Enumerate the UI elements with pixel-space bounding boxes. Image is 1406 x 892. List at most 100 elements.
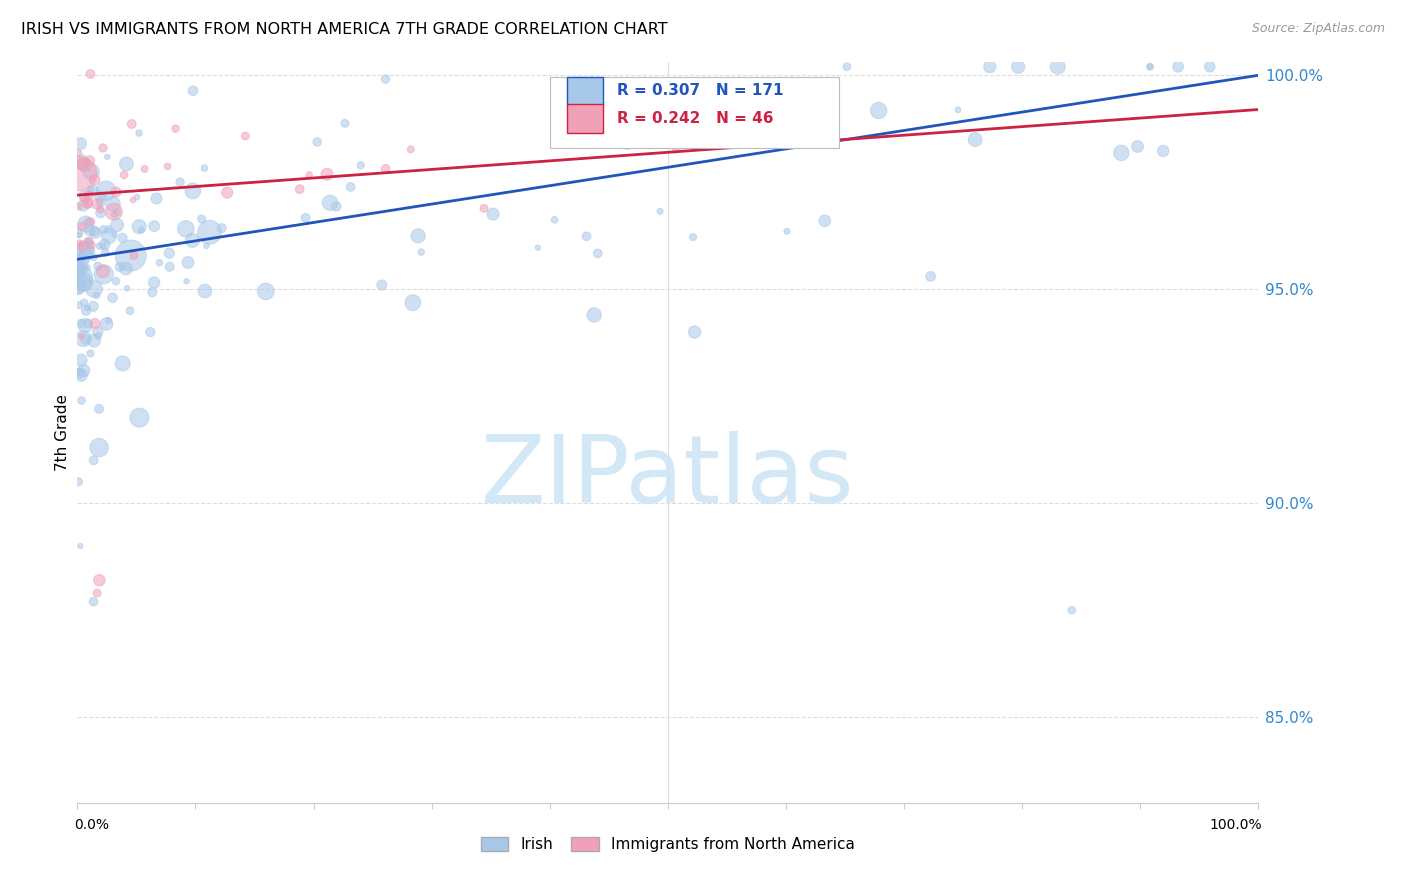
Point bbox=[67, 365, 90, 379]
Point bbox=[73, 295, 96, 310]
Point bbox=[94, 184, 117, 198]
Point bbox=[70, 155, 93, 169]
Point bbox=[122, 248, 145, 262]
Point bbox=[79, 153, 101, 168]
Point bbox=[73, 269, 96, 284]
Point bbox=[75, 318, 97, 333]
Point bbox=[553, 94, 575, 108]
Point bbox=[94, 245, 117, 260]
Point bbox=[1167, 60, 1189, 74]
Point bbox=[156, 160, 179, 174]
Point bbox=[159, 260, 181, 274]
Point bbox=[82, 184, 104, 198]
Point bbox=[77, 234, 100, 248]
Point bbox=[177, 255, 200, 269]
Point bbox=[650, 204, 672, 219]
Text: R = 0.307   N = 171: R = 0.307 N = 171 bbox=[617, 83, 783, 98]
Point bbox=[98, 229, 121, 244]
Point bbox=[77, 216, 100, 230]
Point bbox=[83, 173, 105, 187]
Point bbox=[91, 264, 114, 278]
Point bbox=[72, 243, 94, 257]
Point bbox=[83, 282, 105, 296]
Point bbox=[1111, 145, 1133, 160]
Point bbox=[87, 329, 110, 343]
Point bbox=[690, 106, 713, 120]
Point bbox=[67, 199, 90, 213]
Point bbox=[80, 165, 103, 179]
Point bbox=[333, 116, 356, 130]
Point bbox=[610, 122, 633, 136]
Point bbox=[131, 223, 153, 237]
Point bbox=[145, 192, 167, 206]
Point bbox=[73, 191, 96, 205]
Point bbox=[1060, 603, 1083, 617]
Point bbox=[83, 250, 105, 264]
Point bbox=[86, 586, 108, 600]
Point bbox=[76, 301, 98, 315]
Point bbox=[1139, 60, 1161, 74]
Point bbox=[83, 334, 105, 348]
Point bbox=[72, 258, 94, 272]
Text: 0.0%: 0.0% bbox=[73, 818, 108, 831]
Point bbox=[294, 211, 316, 225]
Point bbox=[316, 167, 339, 181]
Point bbox=[77, 317, 100, 331]
Point bbox=[75, 217, 97, 231]
Point bbox=[80, 215, 103, 229]
Point bbox=[134, 161, 156, 176]
Point bbox=[80, 238, 103, 252]
Point bbox=[89, 574, 111, 588]
Point bbox=[93, 237, 115, 252]
Point bbox=[141, 285, 163, 300]
Point bbox=[835, 60, 858, 74]
Point bbox=[979, 60, 1001, 74]
Point bbox=[67, 298, 90, 312]
Point bbox=[148, 256, 170, 270]
Point bbox=[121, 117, 143, 131]
Point bbox=[75, 156, 97, 170]
Point bbox=[79, 235, 101, 250]
Point bbox=[67, 254, 90, 268]
Point bbox=[101, 291, 124, 305]
Point bbox=[111, 231, 134, 245]
Point bbox=[69, 261, 91, 276]
Point bbox=[69, 539, 91, 553]
Point bbox=[79, 224, 101, 238]
Point bbox=[86, 197, 108, 211]
Point bbox=[233, 129, 256, 144]
Point bbox=[682, 137, 704, 152]
Point bbox=[583, 308, 606, 322]
Point bbox=[319, 195, 342, 210]
Point bbox=[67, 250, 90, 264]
Point bbox=[84, 317, 107, 331]
Point bbox=[67, 145, 90, 160]
Point bbox=[586, 246, 609, 260]
Text: R = 0.242   N = 46: R = 0.242 N = 46 bbox=[617, 111, 773, 126]
Point bbox=[93, 239, 115, 253]
Point bbox=[67, 265, 90, 279]
Point bbox=[69, 252, 91, 266]
Point bbox=[96, 150, 118, 164]
Point bbox=[616, 137, 638, 152]
Point bbox=[112, 168, 135, 182]
Point bbox=[89, 195, 111, 210]
Point bbox=[125, 190, 148, 204]
Point bbox=[82, 299, 104, 313]
Point bbox=[406, 228, 429, 243]
Point bbox=[115, 281, 138, 295]
Point bbox=[1198, 60, 1220, 74]
Point bbox=[575, 229, 598, 244]
Point bbox=[307, 135, 329, 149]
Point bbox=[89, 190, 111, 204]
Point bbox=[89, 239, 111, 253]
Point bbox=[70, 393, 93, 408]
Point bbox=[165, 121, 187, 136]
Point bbox=[527, 241, 550, 255]
Text: Source: ZipAtlas.com: Source: ZipAtlas.com bbox=[1251, 22, 1385, 36]
Point bbox=[87, 259, 110, 273]
Point bbox=[1126, 139, 1149, 153]
Point bbox=[665, 143, 688, 157]
Point bbox=[80, 244, 103, 258]
Point bbox=[90, 206, 112, 220]
